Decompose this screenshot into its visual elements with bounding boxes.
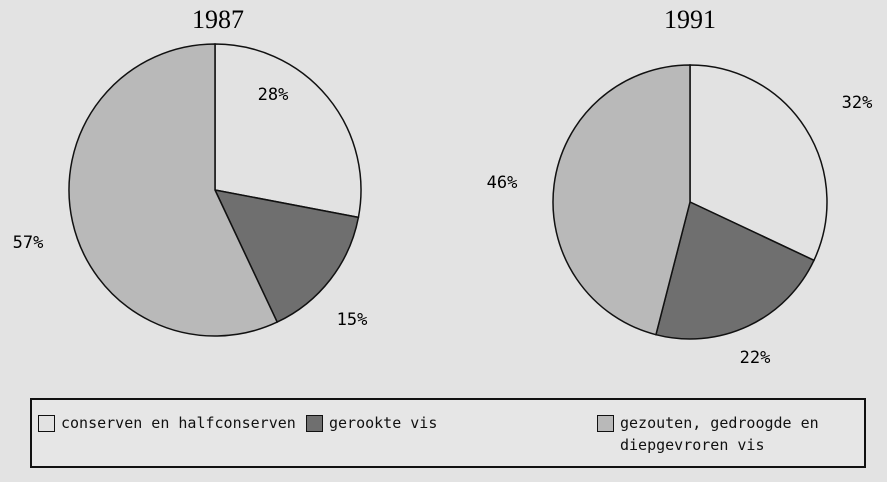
legend-label: gezouten, gedroogde en diepgevroren vis bbox=[620, 414, 819, 454]
slice-label: 15% bbox=[337, 310, 368, 330]
slice-label: 57% bbox=[13, 233, 44, 253]
legend-swatch bbox=[306, 415, 323, 432]
slice-label: 46% bbox=[487, 173, 518, 193]
pie-slice bbox=[68, 43, 279, 337]
chart-title: 1991 bbox=[664, 5, 716, 34]
pie-slice bbox=[655, 200, 815, 340]
legend-item: gerookte vis bbox=[306, 412, 506, 434]
slice-label: 28% bbox=[258, 85, 289, 105]
pie-slice bbox=[552, 64, 691, 336]
charts: 1987 28% 15% 57% 1991 32% 22% 46% bbox=[13, 5, 873, 368]
slice-label: 22% bbox=[740, 348, 771, 368]
pie-slice bbox=[214, 43, 362, 219]
legend-item: conserven en halfconserven bbox=[38, 412, 298, 434]
chart-title: 1987 bbox=[192, 5, 244, 34]
legend-swatch bbox=[597, 415, 614, 432]
pie-slice bbox=[689, 64, 828, 262]
legend-swatch bbox=[38, 415, 55, 432]
legend: conserven en halfconserven gerookte vis ge… bbox=[30, 398, 866, 468]
pie-slice bbox=[213, 188, 360, 324]
legend-label: gerookte vis bbox=[329, 414, 438, 432]
legend-item: gezouten, gedroogde en diepgevroren vis bbox=[597, 412, 857, 456]
slice-label: 32% bbox=[842, 93, 873, 113]
legend-label: conserven en halfconserven bbox=[61, 414, 296, 432]
